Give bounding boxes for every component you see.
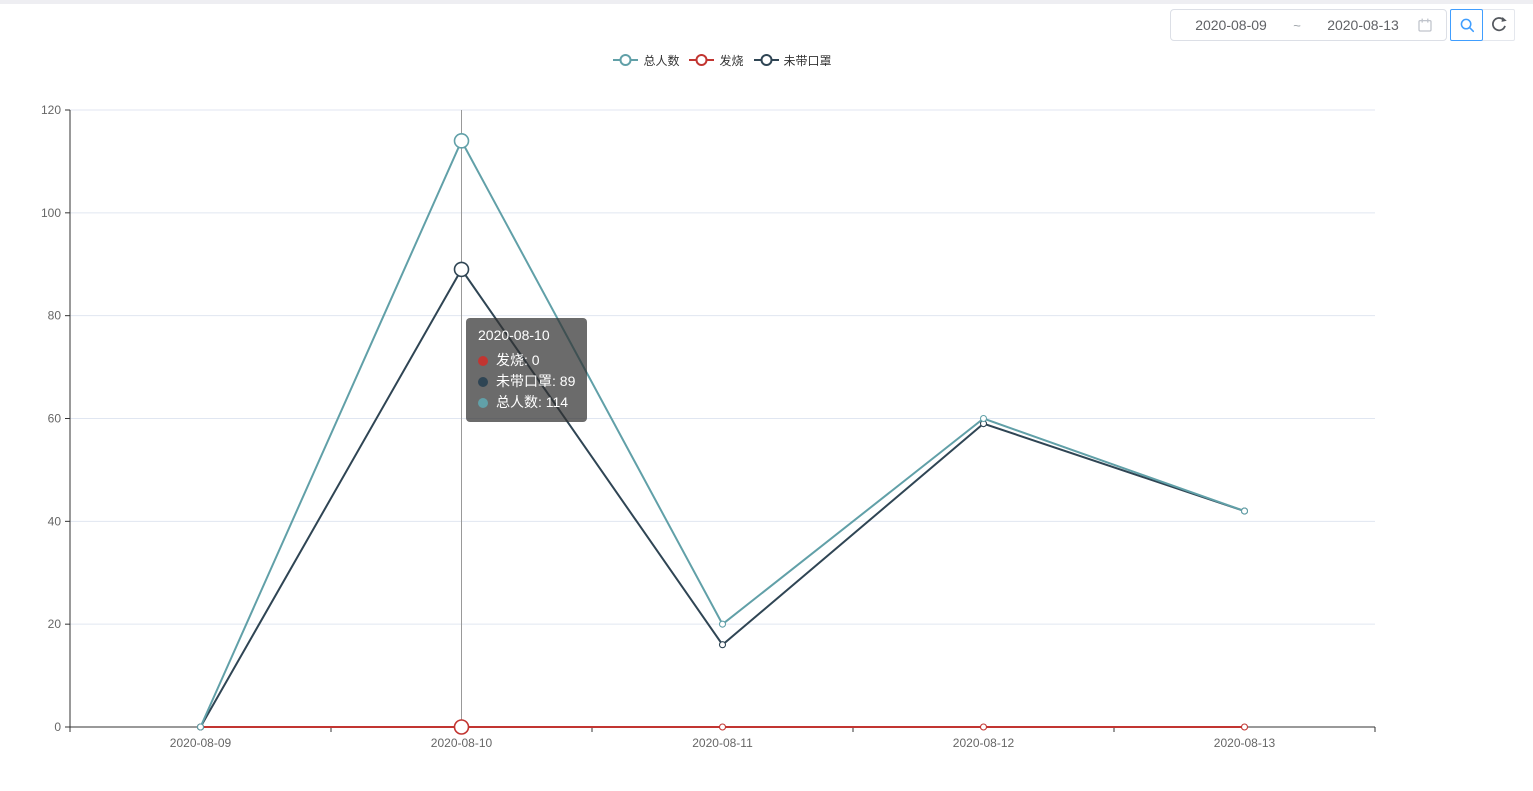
legend: 总人数 发烧 未带口罩: [70, 50, 1375, 70]
legend-item-label: 发烧: [719, 53, 744, 68]
date-range-picker[interactable]: ~: [1170, 9, 1447, 41]
y-axis-label: 0: [54, 720, 61, 734]
series-line-0: [196, 719, 1249, 735]
data-point: [1240, 723, 1249, 731]
data-point: [453, 719, 470, 735]
start-date-input[interactable]: [1177, 17, 1285, 33]
data-point: [453, 133, 470, 149]
series: [196, 133, 1249, 735]
y-axis-label: 100: [41, 206, 61, 220]
search-icon: [1458, 16, 1476, 34]
series-line-1: [196, 261, 1249, 731]
x-axis-label: 2020-08-10: [431, 736, 493, 750]
data-point: [718, 723, 727, 731]
search-button[interactable]: [1450, 9, 1483, 41]
toolbar-buttons: [1450, 9, 1515, 41]
x-axis-label: 2020-08-11: [692, 736, 753, 750]
legend-item-label: 未带口罩: [783, 53, 832, 68]
axes: 0 20 40 60 80 100 120 2020-08-09 2020-08-10 2020-…: [41, 103, 1376, 750]
end-date-input[interactable]: [1309, 17, 1417, 33]
x-axis-label: 2020-08-13: [1214, 736, 1276, 750]
refresh-icon: [1489, 15, 1509, 35]
grid-lines: [70, 109, 1375, 625]
data-point: [718, 620, 727, 628]
toolbar: ~: [1170, 9, 1515, 41]
legend-item-fever[interactable]: 发烧: [689, 52, 744, 69]
y-axis-label: 60: [48, 412, 62, 426]
series-line-2: [196, 133, 1249, 731]
refresh-button[interactable]: [1482, 9, 1515, 41]
data-point: [979, 414, 988, 423]
legend-item-total[interactable]: 总人数: [613, 52, 679, 69]
legend-line-circle-icon: [689, 54, 715, 66]
data-point: [718, 641, 727, 649]
top-strip: [0, 0, 1533, 4]
data-point: [196, 723, 205, 731]
date-range-separator: ~: [1293, 17, 1301, 33]
calendar-icon: [1417, 17, 1433, 33]
y-axis-label: 120: [41, 103, 61, 117]
data-point: [1240, 507, 1249, 515]
x-axis-label: 2020-08-12: [953, 736, 1015, 750]
data-point: [453, 261, 470, 278]
legend-item-no-mask[interactable]: 未带口罩: [753, 52, 832, 69]
legend-line-circle-icon: [753, 54, 779, 66]
legend-line-circle-icon: [613, 54, 639, 66]
data-point: [979, 723, 988, 731]
y-axis-label: 40: [48, 514, 62, 528]
legend-item-label: 总人数: [643, 53, 680, 68]
x-axis-label: 2020-08-09: [170, 736, 232, 750]
y-axis-label: 80: [48, 309, 62, 323]
y-axis-label: 20: [48, 617, 62, 631]
